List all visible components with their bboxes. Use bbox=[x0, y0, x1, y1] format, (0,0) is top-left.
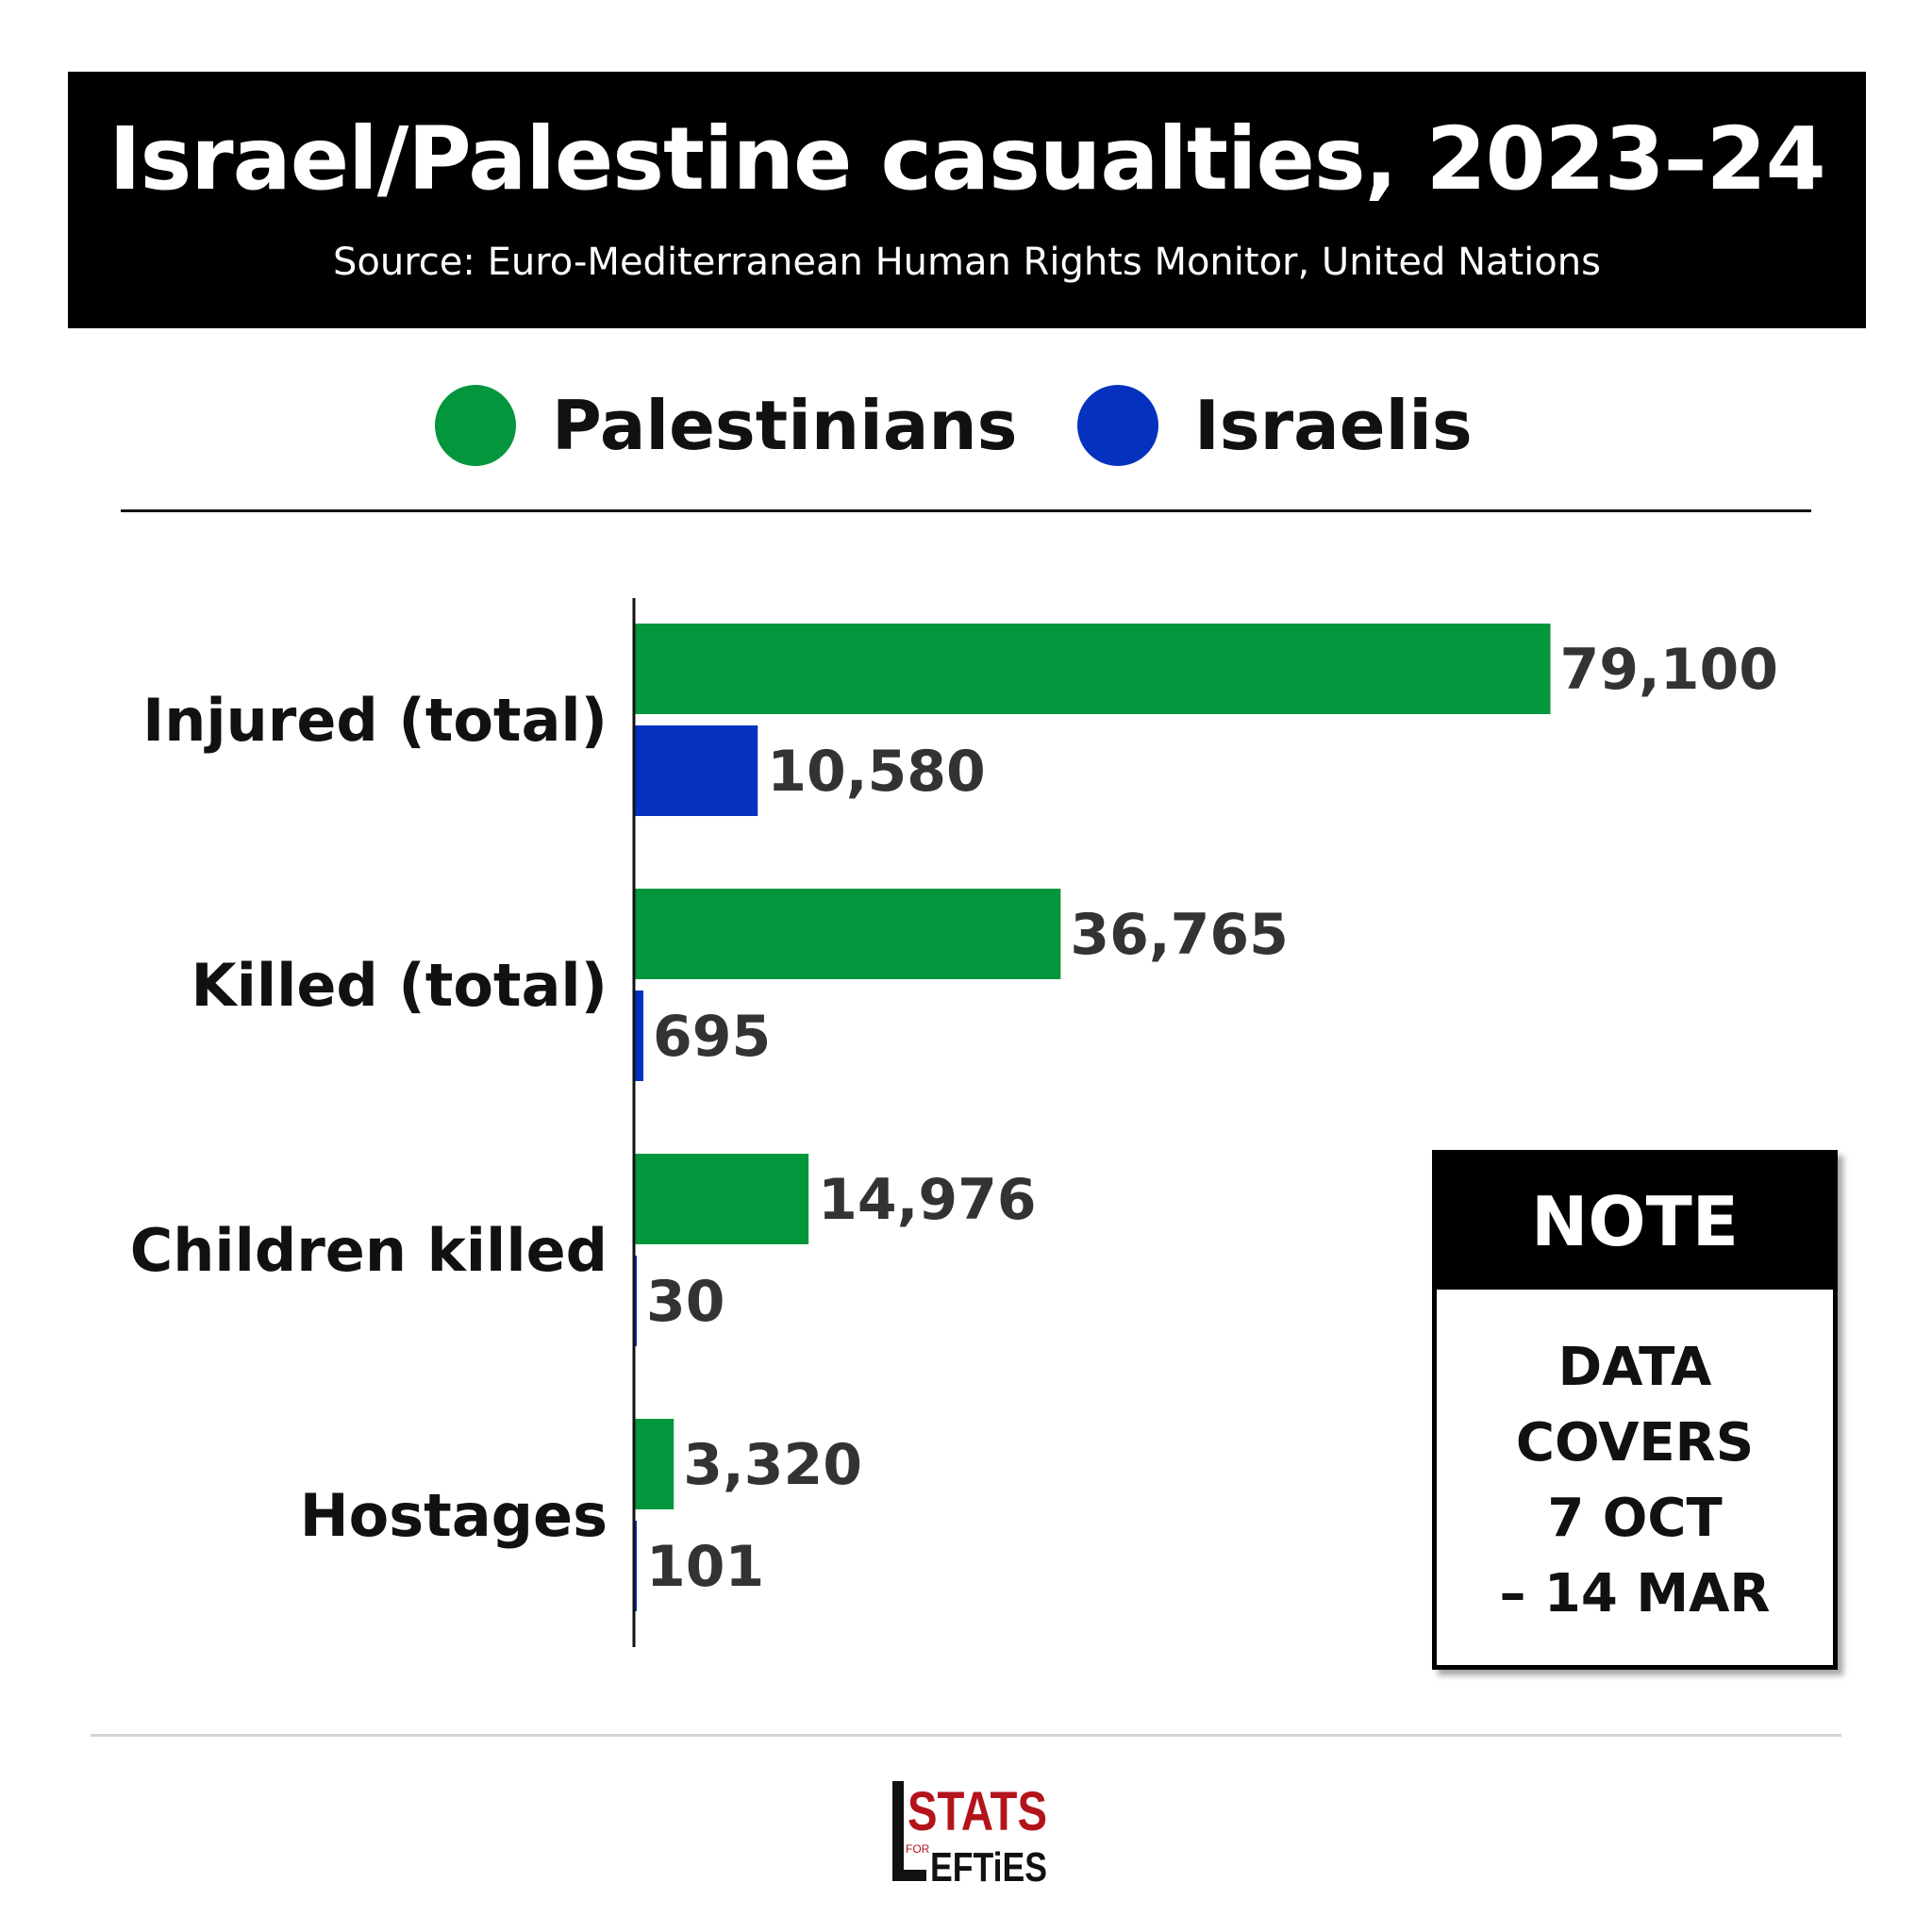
bar-israelis bbox=[635, 1521, 637, 1611]
bar-palestinians bbox=[635, 1154, 809, 1244]
divider-bottom bbox=[91, 1734, 1841, 1737]
legend-swatch-israelis bbox=[1077, 385, 1158, 466]
bar-palestinians bbox=[635, 889, 1061, 979]
stats-for-lefties-logo: STATS FOR EFTiES bbox=[892, 1781, 1047, 1887]
logo-text-for: FOR bbox=[906, 1842, 930, 1856]
note-box: NOTE DATA COVERS 7 OCT – 14 MAR bbox=[1432, 1150, 1838, 1670]
legend: Palestinians Israelis bbox=[0, 377, 1932, 472]
note-line: DATA bbox=[1557, 1337, 1712, 1398]
bar-palestinians bbox=[635, 1419, 675, 1509]
bar-palestinians bbox=[635, 624, 1551, 714]
data-label-palestinians: 3,320 bbox=[683, 1432, 862, 1498]
bar-israelis bbox=[635, 1256, 637, 1346]
chart-source: Source: Euro-Mediterranean Human Rights … bbox=[333, 241, 1601, 284]
data-label-palestinians: 36,765 bbox=[1070, 902, 1289, 968]
data-label-palestinians: 14,976 bbox=[818, 1167, 1037, 1233]
data-label-palestinians: 79,100 bbox=[1560, 637, 1779, 703]
data-label-israelis: 30 bbox=[646, 1269, 725, 1335]
logo-text-lefties: EFTiES bbox=[930, 1844, 1047, 1887]
chart-title: Israel/Palestine casualties, 2023–24 bbox=[108, 108, 1825, 209]
note-heading: NOTE bbox=[1437, 1155, 1833, 1290]
logo-text-stats: STATS bbox=[908, 1781, 1047, 1842]
note-body: DATA COVERS 7 OCT – 14 MAR bbox=[1437, 1330, 1833, 1632]
category-label: Injured (total) bbox=[142, 686, 608, 755]
category-label: Hostages bbox=[300, 1481, 608, 1550]
legend-label-palestinians: Palestinians bbox=[552, 386, 1018, 465]
header-banner: Israel/Palestine casualties, 2023–24 Sou… bbox=[68, 72, 1866, 328]
legend-label-israelis: Israelis bbox=[1194, 386, 1473, 465]
category-label: Children killed bbox=[130, 1216, 608, 1285]
category-label: Killed (total) bbox=[192, 951, 608, 1020]
legend-swatch-palestinians bbox=[435, 385, 516, 466]
note-line: – 14 MAR bbox=[1499, 1563, 1771, 1624]
divider-top bbox=[121, 509, 1811, 512]
data-label-israelis: 695 bbox=[653, 1004, 771, 1070]
bar-chart: Injured (total) 79,100 10,580 Killed (total… bbox=[130, 598, 1779, 1647]
data-label-israelis: 10,580 bbox=[767, 739, 986, 805]
bar-israelis bbox=[635, 725, 758, 816]
note-line: COVERS bbox=[1515, 1412, 1755, 1474]
note-line: 7 OCT bbox=[1547, 1488, 1723, 1549]
data-label-israelis: 101 bbox=[646, 1534, 764, 1600]
bar-israelis bbox=[635, 991, 644, 1081]
